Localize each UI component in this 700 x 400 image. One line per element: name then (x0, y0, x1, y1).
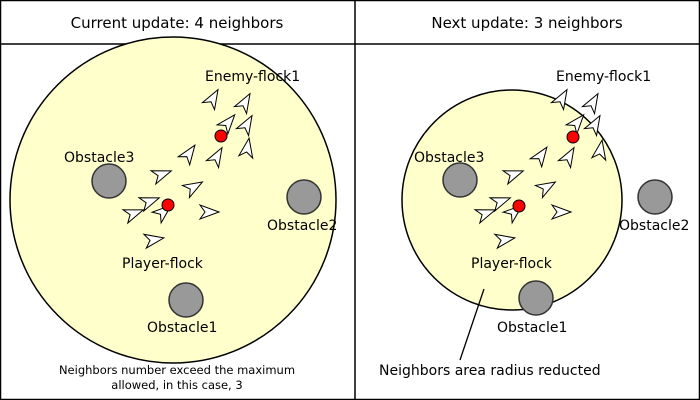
right-obstacle2-label: Obstacle2 (619, 218, 689, 234)
right-note: Neighbors area radius reducted (379, 363, 601, 379)
right-obstacle1 (519, 281, 553, 315)
left-panel-title: Current update: 4 neighbors (71, 14, 284, 32)
right-panel: Enemy-flock1 Obstacle3 Obstacle2 Player-… (379, 69, 689, 379)
left-obstacle3-label: Obstacle3 (64, 150, 134, 166)
left-note-line2: allowed, in this case, 3 (111, 378, 242, 392)
right-enemy-leader (567, 131, 579, 143)
right-obstacle3-label: Obstacle3 (414, 150, 484, 166)
left-obstacle2 (287, 180, 321, 214)
right-obstacle3 (443, 163, 477, 197)
left-obstacle1-label: Obstacle1 (147, 320, 217, 336)
right-player-leader (513, 200, 525, 212)
left-panel: Enemy-flock1 Obstacle3 Obstacle2 Player-… (10, 37, 337, 392)
left-note-line1: Neighbors number exceed the maximum (59, 363, 295, 377)
left-enemy-flock-label: Enemy-flock1 (205, 69, 300, 85)
left-player-leader (162, 199, 174, 211)
right-neighbors-area (402, 90, 622, 310)
right-player-flock-label: Player-flock (471, 256, 553, 272)
left-obstacle3 (92, 164, 126, 198)
left-obstacle2-label: Obstacle2 (267, 218, 337, 234)
right-boid-2 (582, 90, 604, 113)
left-player-flock-label: Player-flock (122, 256, 204, 272)
left-enemy-leader (215, 130, 227, 142)
left-obstacle1 (169, 283, 203, 317)
right-enemy-flock-label: Enemy-flock1 (556, 69, 651, 85)
right-obstacle2 (638, 180, 672, 214)
right-obstacle1-label: Obstacle1 (497, 320, 567, 336)
right-panel-title: Next update: 3 neighbors (431, 14, 622, 32)
